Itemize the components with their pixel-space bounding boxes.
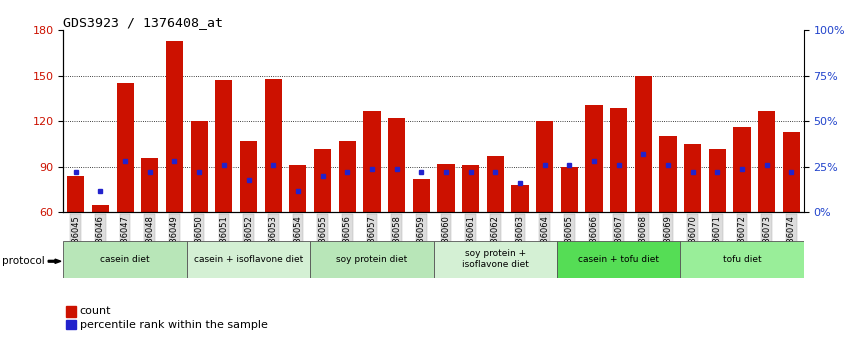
Bar <box>363 110 381 212</box>
Bar <box>413 179 430 212</box>
Bar <box>63 241 187 278</box>
Bar <box>215 80 233 212</box>
Bar <box>433 241 557 278</box>
Bar <box>67 176 85 212</box>
Bar <box>610 108 627 212</box>
Bar <box>462 165 479 212</box>
Text: soy protein +
isoflavone diet: soy protein + isoflavone diet <box>462 249 529 269</box>
Bar <box>437 164 454 212</box>
Bar <box>561 167 578 212</box>
Bar <box>585 104 602 212</box>
Bar <box>338 141 356 212</box>
Bar <box>659 136 677 212</box>
Bar <box>289 165 306 212</box>
Text: percentile rank within the sample: percentile rank within the sample <box>80 320 267 330</box>
Text: casein + tofu diet: casein + tofu diet <box>578 255 659 264</box>
Bar <box>314 149 331 212</box>
Text: tofu diet: tofu diet <box>722 255 761 264</box>
Bar <box>680 241 804 278</box>
Text: protocol: protocol <box>2 256 45 266</box>
Bar <box>486 156 504 212</box>
Bar <box>634 76 652 212</box>
Text: count: count <box>80 306 111 316</box>
Bar <box>536 121 553 212</box>
Bar <box>92 205 109 212</box>
Text: casein + isoflavone diet: casein + isoflavone diet <box>194 255 303 264</box>
Bar <box>758 110 775 212</box>
Bar <box>240 141 257 212</box>
Bar <box>733 127 750 212</box>
Bar <box>511 185 529 212</box>
Bar <box>265 79 282 212</box>
Bar <box>141 158 158 212</box>
Text: soy protein diet: soy protein diet <box>336 255 408 264</box>
Text: casein diet: casein diet <box>101 255 150 264</box>
Bar <box>783 132 800 212</box>
Bar <box>187 241 310 278</box>
Bar <box>709 149 726 212</box>
Bar <box>310 241 433 278</box>
Text: GDS3923 / 1376408_at: GDS3923 / 1376408_at <box>63 16 223 29</box>
Bar <box>388 118 405 212</box>
Bar <box>557 241 680 278</box>
Bar <box>117 83 134 212</box>
Bar <box>190 121 208 212</box>
Bar <box>166 41 183 212</box>
Bar <box>684 144 701 212</box>
